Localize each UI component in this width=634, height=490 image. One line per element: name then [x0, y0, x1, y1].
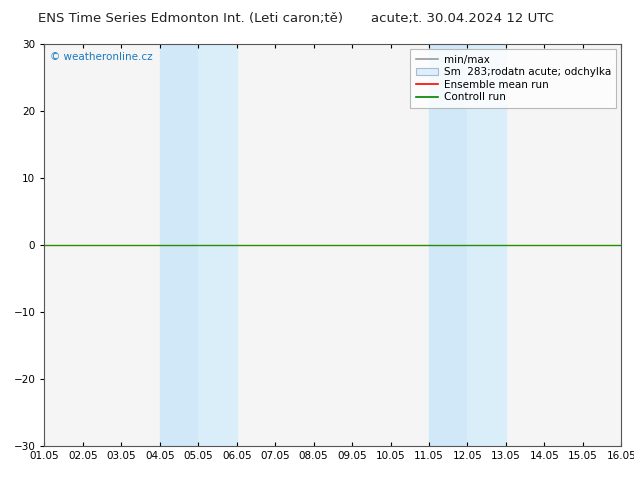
- Bar: [160, 44, 198, 446]
- Text: © weatheronline.cz: © weatheronline.cz: [50, 52, 153, 62]
- Bar: [198, 44, 236, 446]
- Bar: [467, 44, 506, 446]
- Text: acute;t. 30.04.2024 12 UTC: acute;t. 30.04.2024 12 UTC: [372, 12, 554, 25]
- Bar: [429, 44, 467, 446]
- Legend: min/max, Sm  283;rodatn acute; odchylka, Ensemble mean run, Controll run: min/max, Sm 283;rodatn acute; odchylka, …: [410, 49, 616, 107]
- Text: ENS Time Series Edmonton Int. (Leti caron;tě): ENS Time Series Edmonton Int. (Leti caro…: [37, 12, 343, 25]
